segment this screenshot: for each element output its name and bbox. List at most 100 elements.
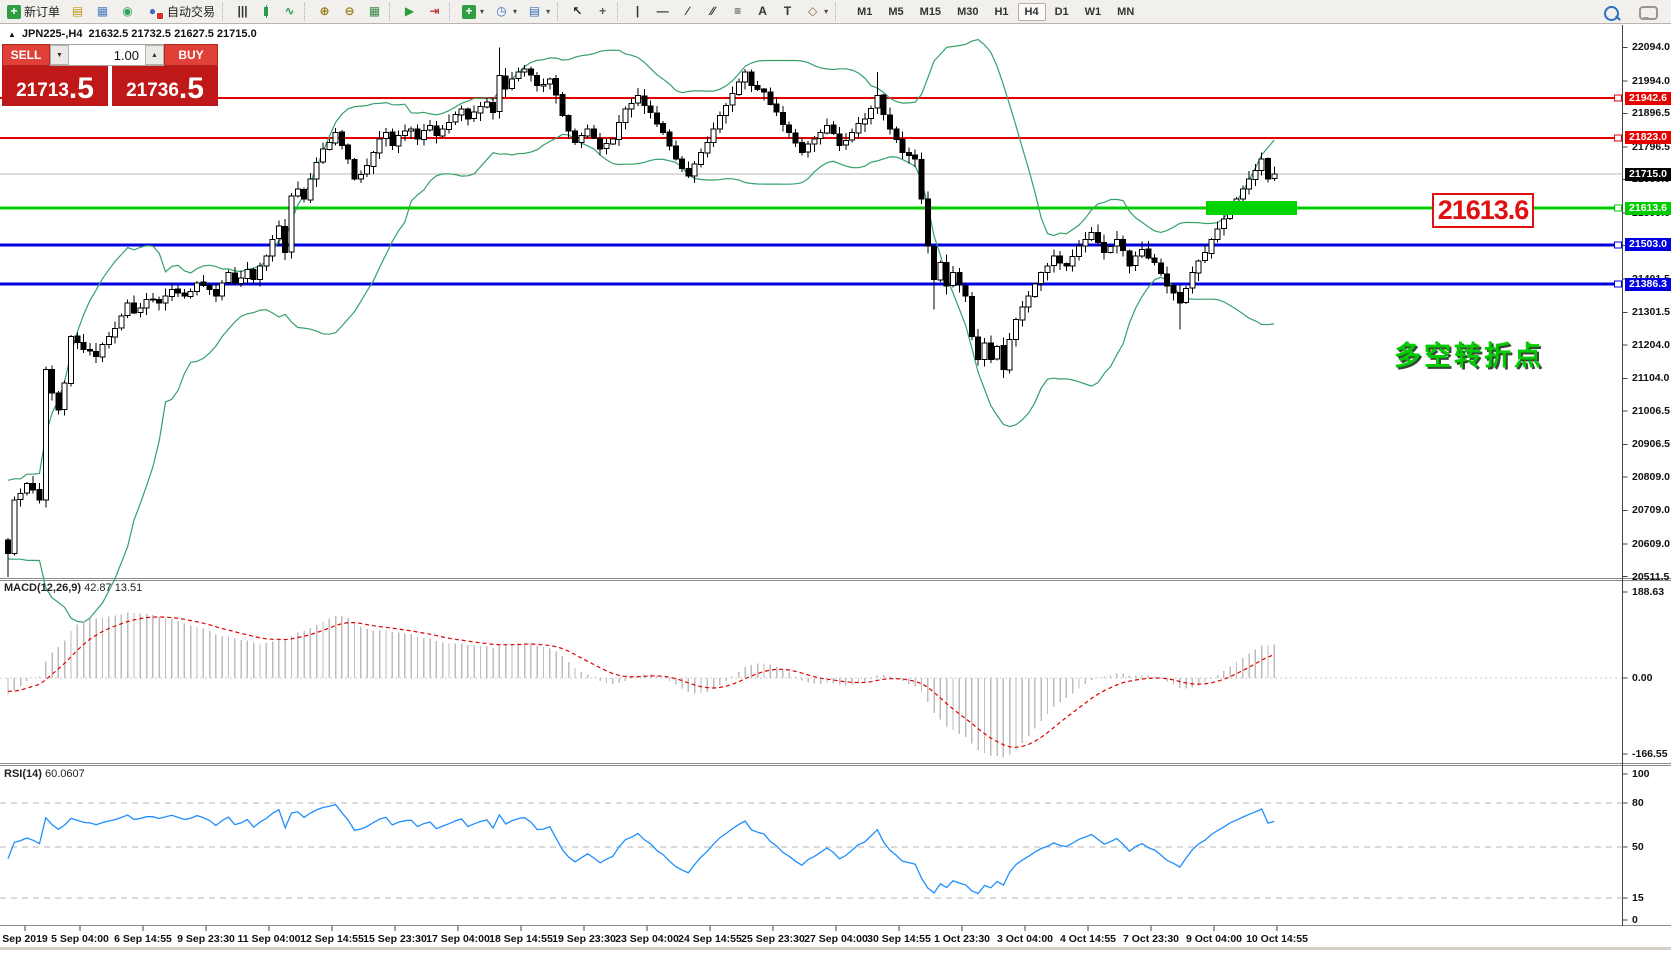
- timeframe-h4-button[interactable]: H4: [1017, 2, 1046, 21]
- bar-chart-icon: |||: [237, 4, 248, 18]
- highlight-zone-rect[interactable]: [1206, 201, 1297, 215]
- new-order-icon: +: [7, 4, 21, 19]
- candles-layer: [5, 47, 1278, 577]
- price-divider: [108, 66, 112, 106]
- text-label-button[interactable]: T: [775, 1, 800, 23]
- sell-button[interactable]: SELL: [2, 44, 50, 66]
- templates-button[interactable]: ▤ ▾: [522, 1, 555, 23]
- chart-shift-icon: ⇥: [429, 4, 440, 18]
- timeframe-w1-button[interactable]: W1: [1084, 5, 1102, 18]
- new-order-button[interactable]: + 新订单: [2, 1, 65, 23]
- level-annotation-box[interactable]: 21613.6: [1432, 193, 1534, 228]
- indicators-icon: +: [462, 4, 477, 19]
- macd-main-value: 42.87: [84, 582, 112, 594]
- periods-button[interactable]: ◷ ▾: [489, 1, 522, 23]
- tile-windows-button[interactable]: ▦: [362, 1, 387, 23]
- zoom-out-button[interactable]: ⊖: [337, 1, 362, 23]
- chart-shift-button[interactable]: ⇥: [422, 1, 447, 23]
- turning-point-annotation[interactable]: 多空转折点: [1394, 341, 1544, 371]
- auto-scroll-button[interactable]: ▶: [397, 1, 422, 23]
- line-chart-button[interactable]: ∿: [277, 1, 302, 23]
- trendline-button[interactable]: ∕: [675, 1, 700, 23]
- toolbar-separator: [617, 2, 623, 21]
- symbol-marker-icon: ▲: [8, 29, 16, 39]
- autotrading-status-badge: [156, 11, 165, 20]
- volume-increase-button[interactable]: ▲: [145, 45, 164, 65]
- timeframe-m30-button[interactable]: M30: [957, 5, 979, 18]
- autotrading-button[interactable]: ● 自动交易: [140, 1, 220, 23]
- rsi-indicator-label: RSI(14) 60.0607: [4, 768, 85, 780]
- chart-title: ▲ JPN225-,H4 21632.5 21732.5 21627.5 217…: [8, 28, 257, 40]
- indicators-button[interactable]: + ▾: [457, 1, 489, 23]
- text-label-icon: T: [783, 4, 792, 18]
- arrows-dropdown-arrow[interactable]: ▾: [824, 7, 829, 16]
- toolbar-separator: [222, 2, 228, 21]
- chart-symbol-label: JPN225-,H4: [21, 28, 83, 40]
- equidistant-channel-button[interactable]: ∕∕: [700, 1, 725, 23]
- cursor-icon: ↖: [572, 4, 583, 18]
- trendline-icon: ∕: [686, 4, 689, 18]
- level-line-anchor: [1614, 280, 1622, 288]
- fibonacci-button[interactable]: ≡: [725, 1, 750, 23]
- buy-button[interactable]: BUY: [164, 44, 218, 66]
- indicators-dropdown-arrow[interactable]: ▾: [480, 7, 485, 16]
- rsi-name: RSI(14): [4, 768, 42, 780]
- window-bottom-edge: [0, 947, 1671, 950]
- periods-icon: ◷: [496, 4, 507, 18]
- vertical-line-button[interactable]: |: [625, 1, 650, 23]
- autotrading-label: 自动交易: [167, 5, 216, 19]
- zoom-out-icon: ⊖: [344, 4, 355, 18]
- buy-price-fraction: .5: [178, 72, 204, 105]
- data-window-button[interactable]: ▦: [90, 1, 115, 23]
- timeframe-m5-button[interactable]: M5: [888, 5, 904, 18]
- crosshair-button[interactable]: +: [590, 1, 615, 23]
- toolbar: + 新订单 ▤ ▦ ◉ ● 自动交易 ||| ∿ ⊕ ⊖ ▦ ▶ ⇥ + ▾ ◷ ▾ ▤ ▾ ↖ + | — ∕ ∕∕ ≡ A T ◇ ▾ …: [0, 0, 1671, 24]
- buy-price-main: 21736: [126, 80, 179, 101]
- market-watch-icon: ▤: [71, 4, 84, 18]
- candlesticks-button[interactable]: [255, 1, 277, 23]
- level-line-anchor: [1614, 241, 1622, 249]
- chevron-up-icon: ▲: [151, 51, 158, 59]
- search-button[interactable]: [1599, 2, 1624, 24]
- text-button[interactable]: A: [750, 1, 775, 23]
- autotrading-icon: ●: [148, 4, 157, 18]
- timeframe-mn-button[interactable]: MN: [1117, 5, 1135, 18]
- zoom-in-button[interactable]: ⊕: [312, 1, 337, 23]
- toolbar-separator: [449, 2, 455, 21]
- arrows-icon: ◇: [807, 4, 818, 18]
- chat-button[interactable]: [1634, 2, 1663, 24]
- timeframe-d1-button[interactable]: D1: [1054, 5, 1069, 18]
- signals-button[interactable]: ◉: [115, 1, 140, 23]
- buy-price-display[interactable]: 21736.5: [112, 66, 218, 106]
- chart-background: [0, 24, 1671, 950]
- templates-dropdown-arrow[interactable]: ▾: [546, 7, 551, 16]
- volume-decrease-button[interactable]: ▼: [50, 45, 69, 65]
- horizontal-line-button[interactable]: —: [650, 1, 675, 23]
- candlesticks-icon: [260, 4, 273, 19]
- level-line-anchor: [1614, 204, 1622, 212]
- market-watch-button[interactable]: ▤: [65, 1, 90, 23]
- rsi-line: [7, 803, 1275, 895]
- timeframe-h1-button[interactable]: H1: [994, 5, 1009, 18]
- line-chart-icon: ∿: [284, 4, 295, 18]
- macd-signal-value: 13.51: [114, 582, 143, 594]
- text-icon: A: [758, 4, 767, 18]
- macd-indicator-label: MACD(12,26,9) 42.87 13.51: [4, 582, 142, 594]
- bar-chart-button[interactable]: |||: [230, 1, 255, 23]
- timeframe-m15-button[interactable]: M15: [919, 5, 942, 18]
- signals-icon: ◉: [122, 4, 133, 18]
- arrows-button[interactable]: ◇ ▾: [800, 1, 833, 23]
- cursor-button[interactable]: ↖: [565, 1, 590, 23]
- data-window-icon: ▦: [96, 4, 109, 18]
- chat-icon: [1639, 6, 1658, 20]
- timeframe-m1-button[interactable]: M1: [857, 5, 873, 18]
- sell-price-display[interactable]: 21713.5: [2, 66, 108, 106]
- periods-dropdown-arrow[interactable]: ▾: [513, 7, 518, 16]
- volume-input[interactable]: 1.00: [113, 47, 139, 63]
- sell-price-fraction: .5: [68, 72, 94, 105]
- macd-name: MACD(12,26,9): [4, 582, 82, 594]
- level-line-anchor: [1614, 134, 1622, 142]
- auto-scroll-icon: ▶: [404, 4, 415, 18]
